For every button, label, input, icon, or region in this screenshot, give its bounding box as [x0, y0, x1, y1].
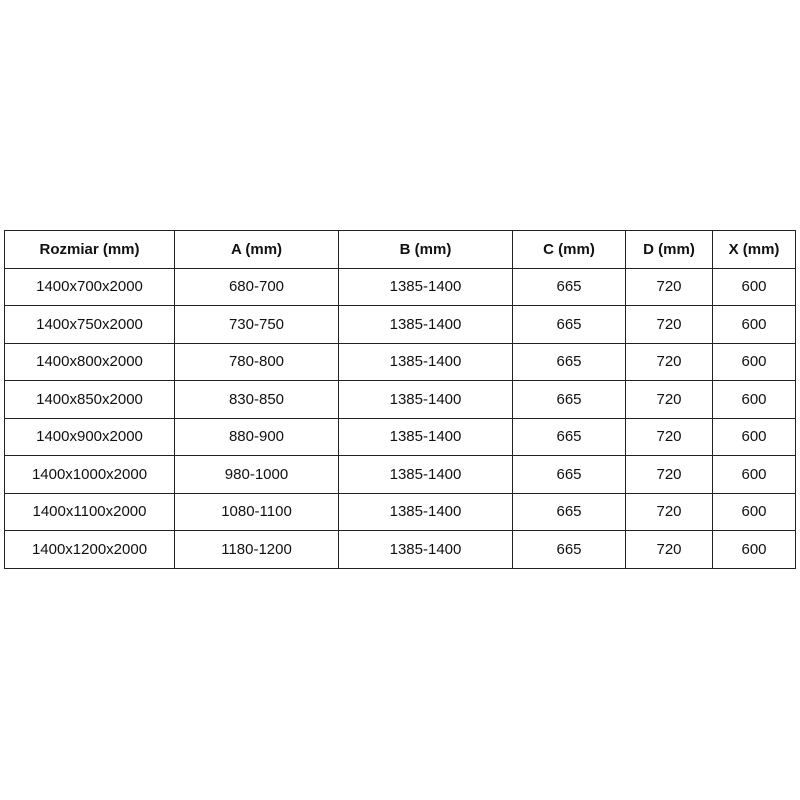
cell-d: 720	[625, 267, 713, 306]
table-row: 1400x800x2000 780-800 1385-1400 665 720 600	[4, 342, 796, 381]
column-header-x: X (mm)	[712, 230, 796, 269]
cell-a: 780-800	[174, 342, 339, 381]
column-header-c: C (mm)	[512, 230, 626, 269]
cell-b: 1385-1400	[338, 492, 513, 531]
table-row: 1400x700x2000 680-700 1385-1400 665 720 600	[4, 267, 796, 306]
table-row: 1400x1100x2000 1080-1100 1385-1400 665 720 60…	[4, 492, 796, 531]
cell-b: 1385-1400	[338, 380, 513, 419]
cell-c: 665	[512, 380, 626, 419]
cell-b: 1385-1400	[338, 267, 513, 306]
cell-b: 1385-1400	[338, 417, 513, 456]
table-row: 1400x900x2000 880-900 1385-1400 665 720 600	[4, 417, 796, 456]
cell-x: 600	[712, 380, 796, 419]
cell-a: 880-900	[174, 417, 339, 456]
column-header-size: Rozmiar (mm)	[4, 230, 175, 269]
cell-a: 980-1000	[174, 455, 339, 494]
cell-size: 1400x1100x2000	[4, 492, 175, 531]
cell-b: 1385-1400	[338, 342, 513, 381]
cell-size: 1400x900x2000	[4, 417, 175, 456]
cell-d: 720	[625, 380, 713, 419]
cell-c: 665	[512, 267, 626, 306]
cell-d: 720	[625, 342, 713, 381]
column-header-d: D (mm)	[625, 230, 713, 269]
table-row: 1400x1200x2000 1180-1200 1385-1400 665 720 60…	[4, 530, 796, 569]
cell-b: 1385-1400	[338, 305, 513, 344]
cell-d: 720	[625, 417, 713, 456]
cell-size: 1400x700x2000	[4, 267, 175, 306]
header-row: Rozmiar (mm) A (mm) B (mm) C (mm) D (mm) X (m…	[4, 230, 796, 269]
cell-a: 830-850	[174, 380, 339, 419]
cell-a: 680-700	[174, 267, 339, 306]
cell-c: 665	[512, 342, 626, 381]
cell-x: 600	[712, 455, 796, 494]
cell-d: 720	[625, 530, 713, 569]
cell-size: 1400x750x2000	[4, 305, 175, 344]
cell-x: 600	[712, 492, 796, 531]
cell-d: 720	[625, 455, 713, 494]
cell-c: 665	[512, 492, 626, 531]
cell-size: 1400x850x2000	[4, 380, 175, 419]
cell-c: 665	[512, 530, 626, 569]
cell-size: 1400x800x2000	[4, 342, 175, 381]
cell-d: 720	[625, 492, 713, 531]
cell-x: 600	[712, 342, 796, 381]
cell-b: 1385-1400	[338, 530, 513, 569]
table-row: 1400x1000x2000 980-1000 1385-1400 665 720 600	[4, 455, 796, 494]
cell-x: 600	[712, 305, 796, 344]
cell-a: 1180-1200	[174, 530, 339, 569]
column-header-a: A (mm)	[174, 230, 339, 269]
cell-x: 600	[712, 267, 796, 306]
dimensions-table: Rozmiar (mm) A (mm) B (mm) C (mm) D (mm) X (m…	[4, 230, 796, 569]
table-row: 1400x850x2000 830-850 1385-1400 665 720 600	[4, 380, 796, 419]
cell-b: 1385-1400	[338, 455, 513, 494]
cell-size: 1400x1000x2000	[4, 455, 175, 494]
cell-x: 600	[712, 530, 796, 569]
cell-c: 665	[512, 305, 626, 344]
cell-size: 1400x1200x2000	[4, 530, 175, 569]
cell-x: 600	[712, 417, 796, 456]
cell-d: 720	[625, 305, 713, 344]
table-row: 1400x750x2000 730-750 1385-1400 665 720 600	[4, 305, 796, 344]
column-header-b: B (mm)	[338, 230, 513, 269]
cell-c: 665	[512, 417, 626, 456]
cell-c: 665	[512, 455, 626, 494]
cell-a: 1080-1100	[174, 492, 339, 531]
cell-a: 730-750	[174, 305, 339, 344]
